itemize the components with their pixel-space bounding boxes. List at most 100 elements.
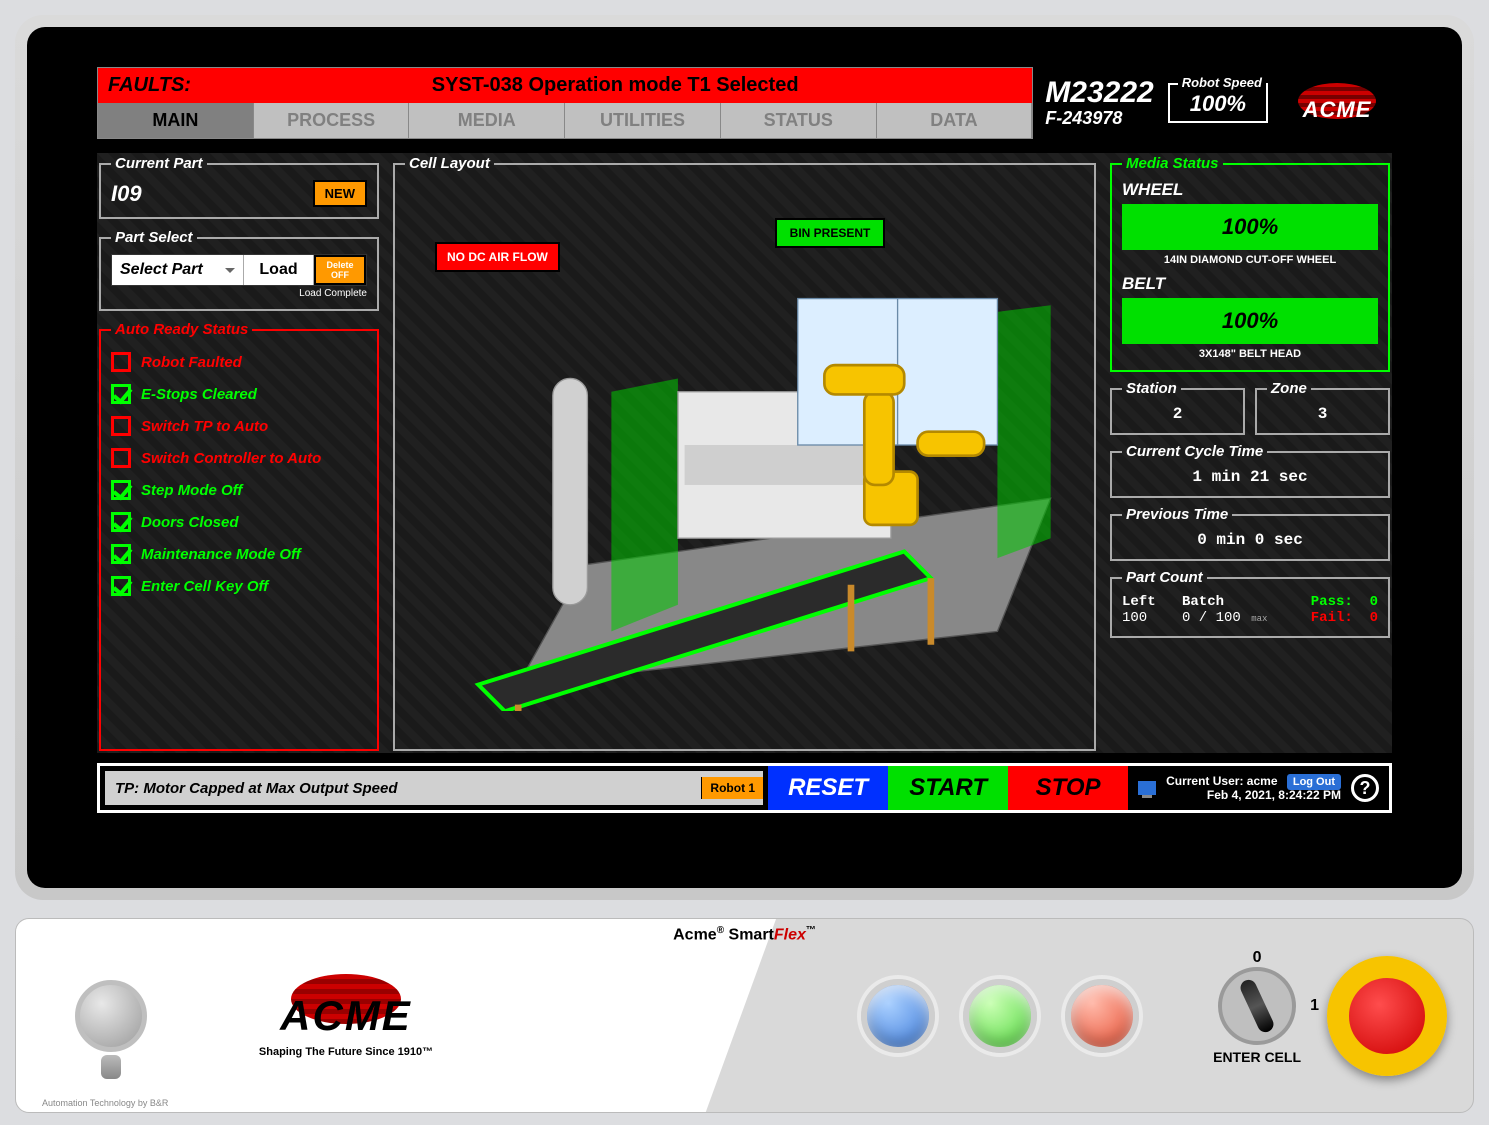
pc-batch-val: 0 / 100	[1182, 610, 1241, 626]
auto-ready-item: Enter Cell Key Off	[111, 570, 367, 602]
hw-green-button[interactable]	[963, 979, 1037, 1053]
robot-speed-label: Robot Speed	[1178, 75, 1266, 90]
auto-ready-item: Doors Closed	[111, 506, 367, 538]
top-bar-right: M23222 F-243978 Robot Speed 100% ACME	[1033, 67, 1392, 139]
usb-port[interactable]	[16, 980, 206, 1052]
station-label: Station	[1122, 380, 1181, 397]
part-select-status: Load Complete	[111, 288, 367, 299]
usb-icon	[75, 980, 147, 1052]
footer-bar: TP: Motor Capped at Max Output Speed Rob…	[97, 763, 1392, 813]
load-part-button[interactable]: Load	[244, 255, 314, 285]
cycle-time-box: Current Cycle Time 1 min 21 sec	[1110, 443, 1390, 498]
tab-utilities[interactable]: UTILITIES	[565, 103, 721, 138]
auto-ready-item: Maintenance Mode Off	[111, 538, 367, 570]
help-icon[interactable]: ?	[1351, 774, 1379, 802]
key-pos-1: 1	[1310, 997, 1319, 1015]
delete-label-bot: OFF	[331, 270, 349, 280]
hmi-bezel-inner: FAULTS: SYST-038 Operation mode T1 Selec…	[27, 27, 1462, 888]
hmi-screen: FAULTS: SYST-038 Operation mode T1 Selec…	[97, 67, 1392, 858]
wheel-percent-bar: 100%	[1122, 204, 1378, 250]
fault-banner: FAULTS: SYST-038 Operation mode T1 Selec…	[98, 68, 1032, 103]
cell-layout-label: Cell Layout	[405, 155, 494, 172]
tab-main[interactable]: MAIN	[98, 103, 254, 138]
fault-message: SYST-038 Operation mode T1 Selected	[238, 74, 1032, 97]
current-user-value: acme	[1247, 774, 1278, 788]
prev-time-label: Previous Time	[1122, 506, 1232, 523]
machine-ids: M23222 F-243978	[1045, 78, 1167, 129]
wheel-header: WHEEL	[1122, 180, 1378, 200]
media-status-label: Media Status	[1122, 155, 1223, 172]
tab-media[interactable]: MEDIA	[409, 103, 565, 138]
emergency-stop-button[interactable]	[1327, 956, 1447, 1076]
new-part-button[interactable]: NEW	[313, 180, 367, 207]
machine-sub-id: F-243978	[1045, 108, 1153, 129]
auto-ready-label: Auto Ready Status	[111, 321, 252, 338]
enter-cell-keyswitch[interactable]: 0 1 ENTER CELL	[1213, 967, 1301, 1065]
hardware-panel: Acme® SmartFlex™ ACME Shaping The Future…	[15, 918, 1474, 1113]
tp-message: TP: Motor Capped at Max Output Speed	[105, 780, 701, 797]
pc-pass-hdr: Pass:	[1311, 594, 1353, 610]
part-select-dropdown[interactable]: Select Part	[112, 255, 244, 285]
zone-value: 3	[1267, 405, 1378, 423]
enter-cell-label: ENTER CELL	[1213, 1049, 1301, 1065]
monitor-icon	[1138, 781, 1156, 795]
robot-speed-value: 100%	[1190, 91, 1246, 117]
wheel-desc: 14IN DIAMOND CUT-OFF WHEEL	[1122, 254, 1378, 266]
auto-ready-item: Robot Faulted	[111, 346, 367, 378]
top-bar: FAULTS: SYST-038 Operation mode T1 Selec…	[97, 67, 1392, 139]
pc-max: max	[1251, 614, 1267, 624]
checkbox-icon	[111, 352, 131, 372]
belt-percent-bar: 100%	[1122, 298, 1378, 344]
delete-part-button[interactable]: Delete OFF	[314, 255, 366, 285]
prev-time-value: 0 min 0 sec	[1122, 531, 1378, 549]
left-column: Current Part I09 NEW Part Select Select …	[99, 155, 379, 751]
right-column: Media Status WHEEL 100% 14IN DIAMOND CUT…	[1110, 155, 1390, 751]
auto-ready-item: E-Stops Cleared	[111, 378, 367, 410]
start-button[interactable]: START	[888, 766, 1008, 810]
pc-pass-val: 0	[1370, 594, 1378, 610]
auto-ready-list: Robot FaultedE-Stops ClearedSwitch TP to…	[111, 346, 367, 602]
belt-header: BELT	[1122, 274, 1378, 294]
tab-status[interactable]: STATUS	[721, 103, 877, 138]
auto-ready-item: Switch TP to Auto	[111, 410, 367, 442]
stop-button[interactable]: STOP	[1008, 766, 1128, 810]
auto-ready-panel: Auto Ready Status Robot FaultedE-Stops C…	[99, 321, 379, 751]
reset-button[interactable]: RESET	[768, 766, 888, 810]
media-status-panel: Media Status WHEEL 100% 14IN DIAMOND CUT…	[1110, 155, 1390, 372]
part-select-label: Part Select	[111, 229, 197, 246]
current-part-panel: Current Part I09 NEW	[99, 155, 379, 219]
station-value: 2	[1122, 405, 1233, 423]
footer-timestamp: Feb 4, 2021, 8:24:22 PM	[1166, 788, 1341, 802]
pc-batch-hdr: Batch	[1182, 594, 1224, 610]
hw-blue-button[interactable]	[861, 979, 935, 1053]
belt-desc: 3X148" BELT HEAD	[1122, 348, 1378, 360]
auto-ready-item: Switch Controller to Auto	[111, 442, 367, 474]
brand-tagline: Shaping The Future Since 1910™	[206, 1046, 486, 1058]
hw-red-button[interactable]	[1065, 979, 1139, 1053]
checkbox-icon	[111, 512, 131, 532]
brand-name-panel: ACME	[206, 992, 486, 1040]
user-info: Current User: acme Log Out Feb 4, 2021, …	[1128, 766, 1389, 810]
nav-tabs: MAINPROCESSMEDIAUTILITIESSTATUSDATA	[98, 103, 1032, 138]
cell-3d-illustration	[425, 232, 1064, 711]
hmi-bezel-outer: FAULTS: SYST-038 Operation mode T1 Selec…	[15, 15, 1474, 900]
cycle-time-value: 1 min 21 sec	[1122, 468, 1378, 486]
machine-id: M23222	[1045, 78, 1153, 108]
part-count-box: Part Count Left Batch Pass: 0 100 0 / 10…	[1110, 569, 1390, 638]
tab-data[interactable]: DATA	[877, 103, 1033, 138]
key-pos-0: 0	[1253, 949, 1262, 967]
tp-message-box: TP: Motor Capped at Max Output Speed Rob…	[104, 770, 764, 806]
checkbox-icon	[111, 384, 131, 404]
keyswitch-icon	[1218, 967, 1296, 1045]
checkbox-icon	[111, 448, 131, 468]
pc-fail-hdr: Fail:	[1311, 610, 1353, 626]
fault-label: FAULTS:	[98, 74, 238, 97]
tab-process[interactable]: PROCESS	[254, 103, 410, 138]
brand-logo-panel: ACME Shaping The Future Since 1910™	[206, 974, 486, 1058]
part-count-label: Part Count	[1122, 569, 1207, 586]
main-area: Current Part I09 NEW Part Select Select …	[97, 153, 1392, 753]
auto-ready-item: Step Mode Off	[111, 474, 367, 506]
zone-label: Zone	[1267, 380, 1311, 397]
tp-source-badge: Robot 1	[701, 777, 763, 799]
robot-speed-box: Robot Speed 100%	[1168, 83, 1268, 123]
